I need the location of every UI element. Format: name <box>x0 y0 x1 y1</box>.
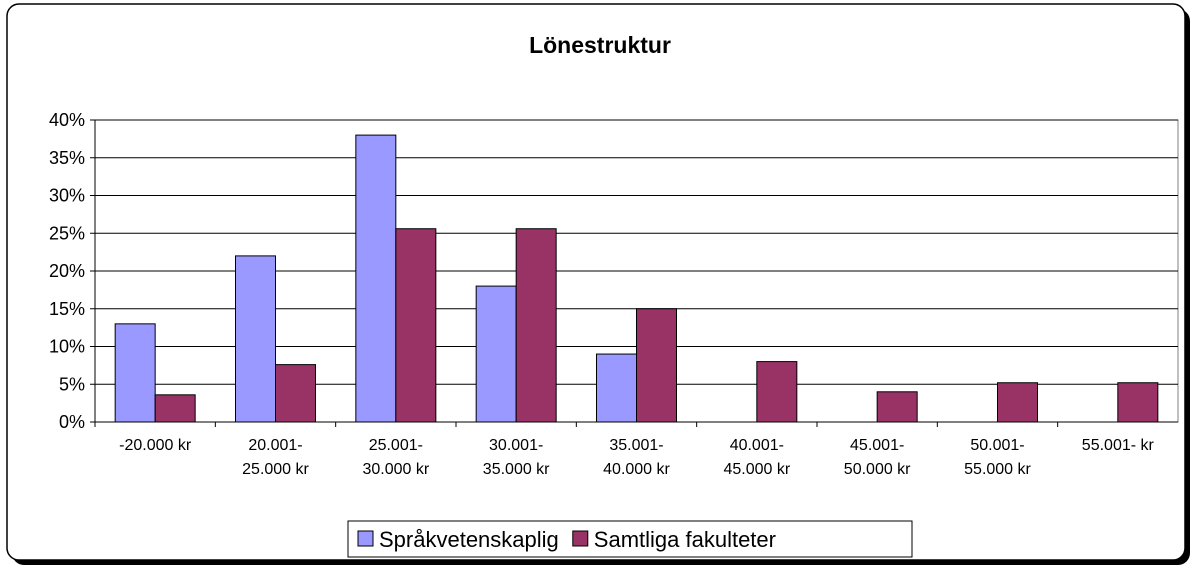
bar <box>636 308 677 423</box>
bar <box>154 394 196 423</box>
y-tick-label: 25% <box>49 223 85 243</box>
legend <box>347 520 913 558</box>
bar <box>997 382 1038 423</box>
y-tick-label: 0% <box>59 412 85 432</box>
y-tick-label: 40% <box>49 110 85 130</box>
bar <box>235 255 276 423</box>
y-tick-label: 5% <box>59 374 85 394</box>
bar <box>475 285 517 423</box>
x-tick-label: 50.001-55.000 kr <box>964 437 1031 478</box>
x-tick-label: 30.001-35.000 kr <box>483 437 550 478</box>
x-tick-label: 45.001-50.000 kr <box>844 437 911 478</box>
bar <box>114 323 156 423</box>
legend-label: Språkvetenskaplig <box>379 527 559 552</box>
chart-title: Lönestruktur <box>529 32 671 58</box>
bar <box>395 228 437 423</box>
x-tick-label: -20.000 kr <box>119 437 192 454</box>
y-tick-label: 15% <box>49 299 85 319</box>
x-tick-label: 40.001-45.000 kr <box>723 437 790 478</box>
y-tick-label: 35% <box>49 148 85 168</box>
bar <box>876 391 918 423</box>
bar <box>596 353 637 423</box>
y-tick-label: 20% <box>49 261 85 281</box>
bar <box>756 361 798 423</box>
bar <box>275 364 316 423</box>
x-tick-label: 20.001-25.000 kr <box>242 437 309 478</box>
x-tick-label: 55.001- kr <box>1082 437 1155 454</box>
y-tick-label: 30% <box>49 186 85 206</box>
bar <box>515 228 557 423</box>
x-tick-label: 35.001-40.000 kr <box>603 437 670 478</box>
legend-swatch <box>357 530 374 547</box>
y-tick-label: 10% <box>49 337 85 357</box>
legend-label: Samtliga fakulteter <box>594 527 776 552</box>
legend-swatch <box>572 530 589 547</box>
x-tick-label: 25.001-30.000 kr <box>362 437 429 478</box>
bar <box>1117 382 1159 423</box>
bar <box>355 134 397 423</box>
